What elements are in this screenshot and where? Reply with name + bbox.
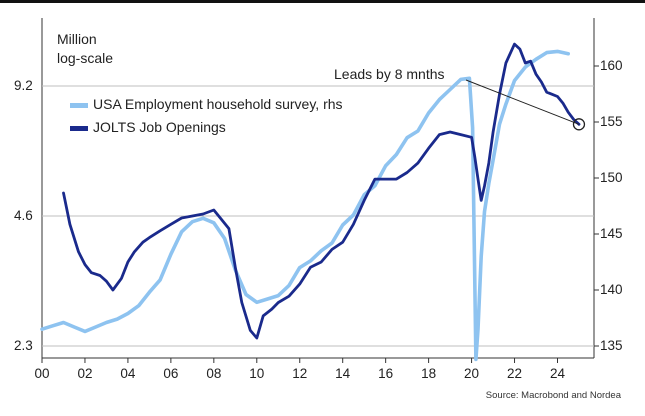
unit-note-line-2: log-scale	[57, 50, 114, 66]
left-tick-label-2: 2.3	[14, 338, 33, 353]
top-rule	[0, 0, 645, 3]
annotation-leader	[465, 79, 580, 125]
x-tick-label-08: 08	[206, 366, 222, 381]
right-tick-label-3: 145	[600, 226, 623, 241]
source-note: Source: Macrobond and Nordea	[485, 390, 621, 401]
x-tick-label-16: 16	[378, 366, 394, 381]
annotation-layer	[465, 79, 586, 131]
x-tick-label-20: 20	[464, 366, 480, 381]
right-tick-label-5: 135	[600, 338, 623, 353]
x-tick-label-14: 14	[335, 366, 351, 381]
x-tick-label-12: 12	[292, 366, 308, 381]
x-tick-label-22: 22	[507, 366, 523, 381]
right-tick-label-0: 160	[600, 58, 623, 73]
x-tick-label-04: 04	[120, 366, 136, 381]
annotation-circle	[572, 118, 586, 131]
x-tick-label-10: 10	[249, 366, 265, 381]
x-tick-label-18: 18	[421, 366, 437, 381]
series-line-jolts	[62, 42, 581, 340]
legend-swatch-jolts	[70, 126, 88, 131]
legend-label-jolts: JOLTS Job Openings	[93, 119, 226, 135]
x-tick-label-24: 24	[549, 366, 565, 381]
series-layer	[40, 42, 581, 362]
x-tick-label-06: 06	[163, 366, 179, 381]
left-tick-label-1: 4.6	[14, 208, 33, 223]
annotation-label: Leads by 8 mnths	[334, 66, 445, 82]
grid	[41, 18, 599, 363]
right-tick-label-4: 140	[600, 282, 623, 297]
unit-note-line-1: Million	[57, 31, 97, 47]
left-tick-label-0: 9.2	[14, 78, 33, 93]
x-tick-label-00: 00	[34, 366, 50, 381]
legend-swatch-employment	[70, 103, 88, 108]
unit-note: Million log-scale	[57, 30, 113, 68]
right-tick-label-1: 155	[600, 114, 623, 129]
series-line-employment	[40, 49, 570, 362]
right-tick-label-2: 150	[600, 170, 623, 185]
legend-label-employment: USA Employment household survey, rhs	[93, 96, 343, 112]
x-tick-label-02: 02	[77, 366, 93, 381]
